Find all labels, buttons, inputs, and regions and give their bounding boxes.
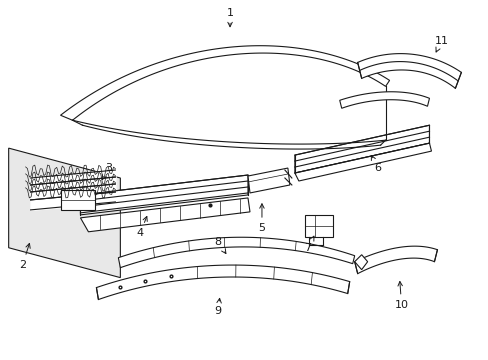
- Text: 7: 7: [304, 236, 313, 253]
- Polygon shape: [118, 237, 354, 268]
- Polygon shape: [247, 168, 289, 193]
- Polygon shape: [61, 190, 95, 210]
- Text: 5: 5: [258, 204, 265, 233]
- Polygon shape: [354, 255, 367, 270]
- Polygon shape: [294, 143, 430, 181]
- Polygon shape: [304, 215, 332, 237]
- Text: 9: 9: [214, 298, 221, 316]
- Polygon shape: [81, 198, 249, 232]
- Polygon shape: [81, 175, 247, 215]
- Polygon shape: [357, 54, 461, 88]
- Text: 3: 3: [102, 163, 112, 180]
- Text: 8: 8: [214, 237, 225, 253]
- Text: 1: 1: [226, 8, 233, 27]
- Text: 6: 6: [370, 156, 380, 173]
- Text: 11: 11: [433, 36, 447, 52]
- Polygon shape: [339, 92, 428, 108]
- Polygon shape: [354, 246, 437, 274]
- Text: 2: 2: [19, 243, 30, 270]
- Polygon shape: [9, 148, 120, 278]
- Polygon shape: [96, 265, 349, 300]
- Text: 10: 10: [394, 282, 407, 310]
- Text: 4: 4: [137, 216, 147, 238]
- Polygon shape: [61, 46, 389, 120]
- Polygon shape: [294, 125, 428, 173]
